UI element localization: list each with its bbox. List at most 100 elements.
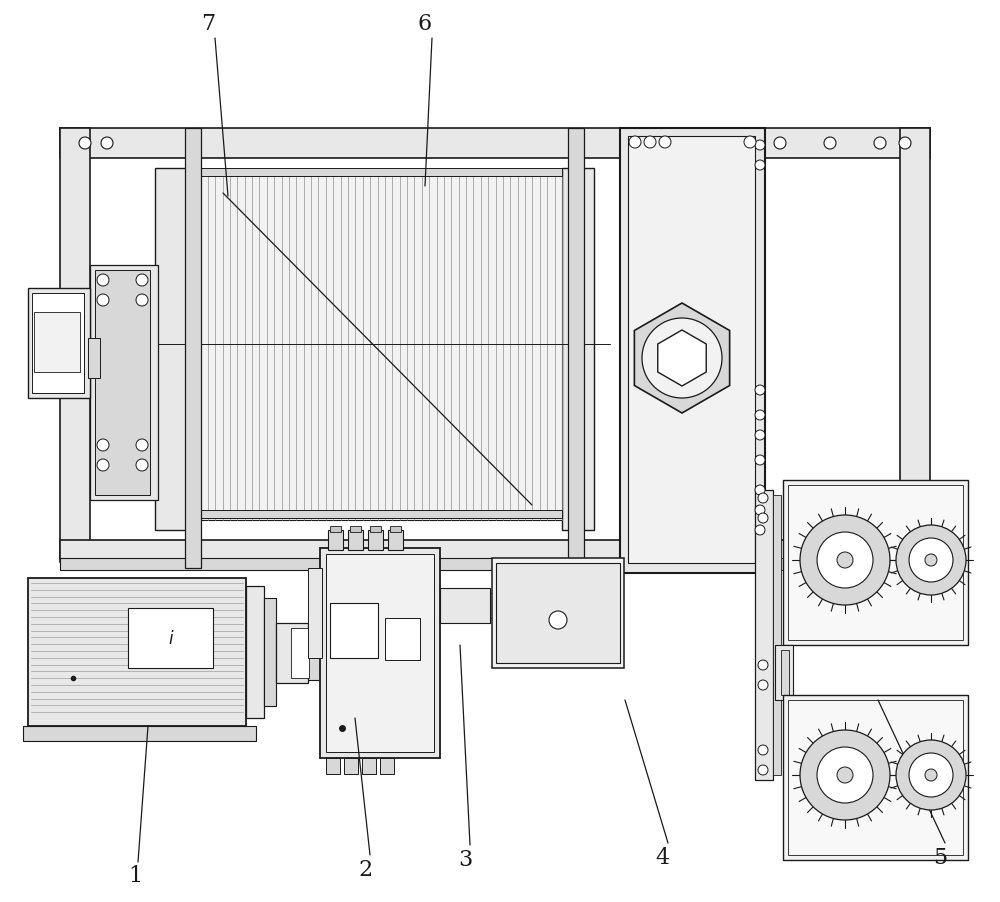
Polygon shape — [658, 330, 706, 386]
Bar — [568, 128, 584, 568]
Bar — [23, 726, 256, 741]
Bar — [344, 758, 358, 774]
Circle shape — [874, 137, 886, 149]
Circle shape — [758, 513, 768, 523]
Bar — [440, 588, 490, 623]
Circle shape — [755, 455, 765, 465]
Circle shape — [659, 136, 671, 148]
Circle shape — [909, 753, 953, 797]
Circle shape — [644, 136, 656, 148]
Circle shape — [549, 611, 567, 629]
Bar — [362, 758, 376, 774]
Bar — [370, 526, 381, 532]
Text: 3: 3 — [458, 849, 472, 871]
Circle shape — [800, 515, 890, 605]
Bar — [783, 695, 968, 860]
Bar — [496, 563, 620, 663]
Text: 5: 5 — [933, 847, 947, 869]
Circle shape — [101, 137, 113, 149]
Bar — [34, 312, 80, 372]
Circle shape — [896, 525, 966, 595]
Circle shape — [824, 137, 836, 149]
Circle shape — [97, 294, 109, 306]
Bar — [193, 168, 562, 176]
Bar — [330, 526, 341, 532]
Circle shape — [758, 680, 768, 690]
Bar — [155, 168, 193, 530]
Text: 1: 1 — [128, 865, 142, 887]
Bar — [291, 628, 309, 678]
Circle shape — [136, 294, 148, 306]
Circle shape — [925, 769, 937, 781]
Circle shape — [817, 747, 873, 803]
Bar — [60, 128, 90, 558]
Bar — [193, 173, 562, 520]
Bar — [90, 265, 158, 500]
Circle shape — [136, 274, 148, 286]
Bar — [620, 128, 765, 573]
Bar — [95, 270, 150, 495]
Circle shape — [774, 137, 786, 149]
Bar — [900, 128, 930, 558]
Circle shape — [800, 730, 890, 820]
Circle shape — [817, 532, 873, 588]
Bar — [350, 526, 361, 532]
Bar — [380, 758, 394, 774]
Bar — [773, 495, 781, 775]
Bar — [328, 530, 343, 550]
Bar — [320, 548, 440, 758]
Circle shape — [758, 765, 768, 775]
Bar — [788, 485, 963, 640]
Bar — [775, 645, 793, 700]
Circle shape — [755, 525, 765, 535]
Bar — [390, 526, 401, 532]
Bar — [60, 558, 930, 570]
Bar — [308, 568, 322, 658]
Bar — [912, 130, 928, 144]
Bar — [783, 480, 968, 645]
Circle shape — [758, 745, 768, 755]
Bar — [28, 288, 90, 398]
Circle shape — [909, 538, 953, 582]
Bar — [492, 558, 624, 668]
Circle shape — [755, 385, 765, 395]
Bar — [193, 510, 562, 518]
Circle shape — [136, 459, 148, 471]
Bar — [185, 128, 201, 568]
Circle shape — [642, 318, 722, 398]
Bar — [368, 530, 383, 550]
Bar — [562, 168, 594, 530]
Circle shape — [837, 767, 853, 783]
Circle shape — [744, 136, 756, 148]
Circle shape — [136, 439, 148, 451]
Circle shape — [896, 740, 966, 810]
Bar — [385, 618, 420, 660]
Circle shape — [758, 493, 768, 503]
Polygon shape — [634, 303, 730, 413]
Bar — [60, 540, 930, 562]
Bar — [32, 293, 84, 393]
Text: i: i — [169, 630, 173, 648]
Bar — [246, 586, 264, 718]
Bar — [326, 554, 434, 752]
Bar — [781, 650, 789, 695]
Circle shape — [925, 554, 937, 566]
Bar — [264, 598, 276, 706]
Bar — [490, 593, 512, 618]
Bar — [388, 530, 403, 550]
Circle shape — [755, 160, 765, 170]
Circle shape — [758, 660, 768, 670]
Circle shape — [97, 459, 109, 471]
Bar — [62, 130, 78, 144]
Circle shape — [97, 274, 109, 286]
Bar — [60, 128, 930, 158]
Bar — [788, 700, 963, 855]
Bar — [276, 623, 308, 683]
Circle shape — [79, 137, 91, 149]
Bar — [628, 136, 755, 563]
Text: 6: 6 — [418, 13, 432, 35]
Circle shape — [629, 136, 641, 148]
Bar — [755, 490, 773, 780]
Bar — [326, 758, 340, 774]
Circle shape — [755, 505, 765, 515]
